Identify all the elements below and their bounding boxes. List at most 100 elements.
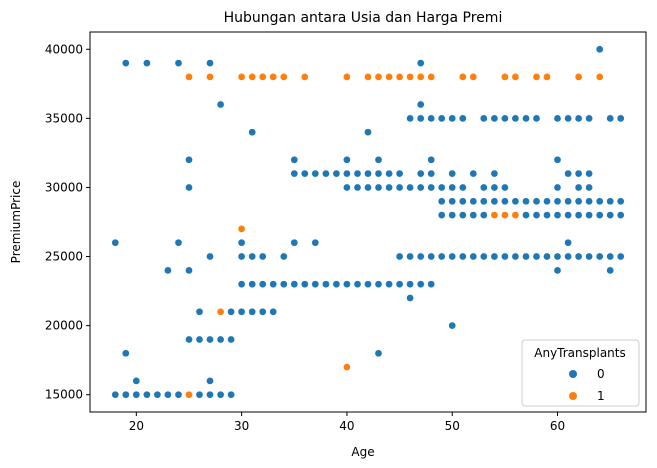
data-point-series-0: [458, 197, 467, 206]
data-point-series-1: [574, 73, 583, 81]
data-point-series-0: [416, 100, 425, 109]
data-point-series-0: [322, 169, 330, 178]
data-point-series-0: [553, 266, 562, 275]
data-point-series-0: [564, 252, 572, 261]
data-point-series-0: [501, 114, 509, 123]
data-point-series-0: [427, 155, 436, 164]
data-point-series-0: [143, 59, 151, 67]
data-point-series-0: [574, 169, 583, 178]
chart-title: Hubungan antara Usia dan Harga Premi: [224, 10, 503, 26]
data-point-series-0: [490, 114, 499, 123]
data-point-series-0: [501, 197, 509, 206]
data-point-series-0: [585, 211, 593, 219]
data-point-series-1: [427, 73, 436, 81]
data-point-series-1: [385, 73, 393, 81]
data-point-series-0: [511, 114, 520, 123]
data-point-series-1: [374, 73, 383, 81]
data-point-series-0: [300, 280, 309, 289]
data-point-series-0: [132, 377, 141, 385]
data-point-series-0: [332, 280, 341, 289]
data-point-series-0: [385, 169, 393, 178]
data-point-series-1: [206, 73, 214, 81]
data-point-series-0: [164, 390, 172, 399]
data-point-series-0: [606, 114, 615, 123]
data-point-series-0: [374, 183, 383, 192]
data-point-series-0: [364, 128, 372, 137]
y-axis: 15000 20000 25000 30000 35000 40000: [45, 42, 90, 402]
x-tick-label: 60: [550, 419, 565, 433]
data-point-series-0: [532, 252, 541, 261]
data-point-series-0: [458, 211, 467, 219]
data-point-series-0: [448, 252, 457, 261]
data-point-series-0: [490, 252, 499, 261]
data-point-series-0: [585, 183, 593, 192]
data-point-series-0: [522, 197, 530, 206]
data-point-series-0: [416, 114, 425, 123]
data-point-series-0: [206, 252, 214, 261]
data-point-series-0: [416, 280, 425, 289]
data-point-series-1: [490, 211, 499, 219]
data-point-series-0: [532, 114, 541, 123]
data-point-series-0: [237, 280, 246, 289]
data-point-series-0: [406, 280, 414, 289]
data-point-series-0: [427, 114, 436, 123]
legend-swatch-0: [569, 370, 577, 378]
data-point-series-0: [616, 114, 625, 123]
data-point-series-0: [427, 183, 436, 192]
data-point-series-0: [185, 335, 193, 344]
legend-box: [521, 339, 640, 407]
data-point-series-1: [511, 211, 520, 219]
data-point-series-0: [490, 183, 499, 192]
legend-title: AnyTransplants: [534, 346, 626, 360]
data-point-series-0: [206, 335, 214, 344]
x-tick-label: 30: [234, 419, 249, 433]
data-point-series-0: [374, 349, 383, 358]
data-point-series-0: [216, 390, 225, 399]
data-point-series-0: [606, 197, 615, 206]
data-point-series-1: [185, 73, 193, 81]
data-point-series-0: [121, 59, 130, 67]
data-point-series-0: [595, 211, 604, 219]
data-point-series-0: [248, 252, 257, 261]
data-point-series-0: [595, 252, 604, 261]
x-tick-label: 20: [129, 419, 144, 433]
data-point-series-0: [395, 169, 404, 178]
data-point-series-0: [564, 114, 572, 123]
data-point-series-0: [385, 183, 393, 192]
data-point-series-0: [269, 280, 278, 289]
data-point-series-0: [111, 390, 120, 399]
data-point-series-0: [469, 197, 478, 206]
data-point-series-0: [606, 252, 615, 261]
data-point-series-0: [406, 294, 414, 302]
data-point-series-0: [195, 390, 204, 399]
data-point-series-1: [501, 73, 509, 81]
data-point-series-0: [437, 197, 446, 206]
data-point-series-0: [479, 114, 488, 123]
data-point-series-0: [395, 280, 404, 289]
data-point-series-0: [553, 114, 562, 123]
data-point-series-1: [543, 73, 551, 81]
y-tick-label: 25000: [45, 250, 83, 264]
data-point-series-1: [532, 73, 541, 81]
data-point-series-0: [269, 307, 278, 316]
data-point-series-0: [448, 321, 457, 330]
data-point-series-1: [248, 73, 257, 81]
data-point-series-0: [490, 197, 499, 206]
data-point-series-0: [448, 114, 457, 123]
data-point-series-1: [269, 73, 278, 81]
data-point-series-0: [553, 211, 562, 219]
data-point-series-1: [406, 73, 414, 81]
y-tick-label: 20000: [45, 319, 83, 333]
data-point-series-0: [501, 252, 509, 261]
data-point-series-0: [479, 197, 488, 206]
data-point-series-0: [543, 211, 551, 219]
data-point-series-0: [616, 197, 625, 206]
data-point-series-0: [153, 390, 162, 399]
data-point-series-1: [395, 73, 404, 81]
data-point-series-0: [416, 59, 425, 67]
data-point-series-0: [458, 183, 467, 192]
data-point-series-0: [300, 169, 309, 178]
data-point-series-0: [185, 183, 193, 192]
data-point-series-0: [448, 183, 457, 192]
data-point-series-0: [279, 252, 288, 261]
